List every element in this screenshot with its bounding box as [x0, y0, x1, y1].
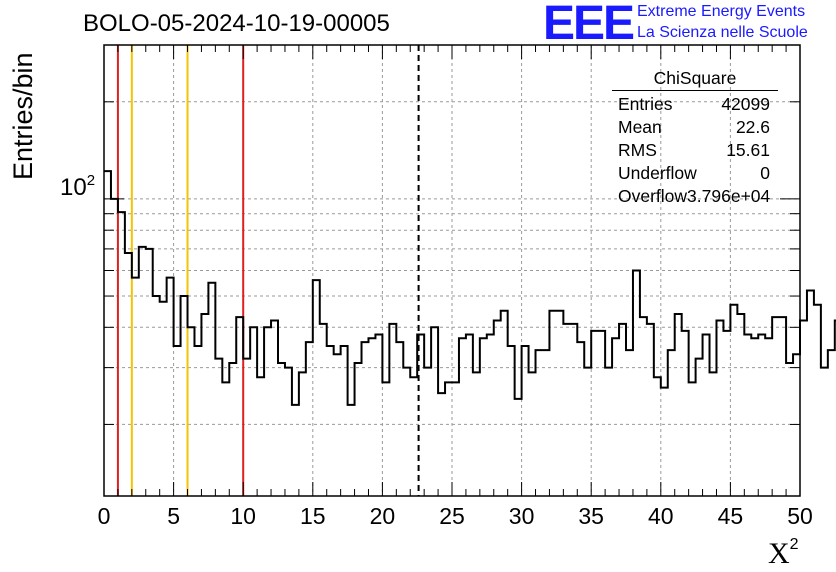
stats-row: Entries 42099 — [612, 93, 778, 116]
y-axis-label: Entries/bin — [8, 52, 38, 180]
stats-value: 42099 — [721, 94, 770, 114]
chart-title: BOLO-05-2024-10-19-00005 — [83, 10, 390, 37]
stats-row: RMS 15.61 — [612, 139, 778, 162]
logo-line-2: La Scienza nelle Scuole — [637, 24, 808, 41]
y-axis-ticks — [104, 44, 800, 425]
stats-value: 0 — [760, 163, 770, 183]
stats-title: ChiSquare — [612, 68, 778, 91]
stats-label: Overflow — [618, 186, 688, 206]
x-axis-label-base: X — [768, 537, 790, 570]
grid-lines — [104, 44, 800, 496]
x-tick-label: 10 — [230, 503, 256, 529]
stats-label: RMS — [618, 140, 657, 160]
stats-value: 15.61 — [726, 140, 770, 160]
x-tick-label: 45 — [718, 503, 744, 529]
stats-label: Entries — [618, 94, 673, 114]
x-tick-label: 30 — [509, 503, 535, 529]
x-tick-label: 40 — [648, 503, 674, 529]
stats-row: Underflow 0 — [612, 162, 778, 185]
eee-logo: EEE — [543, 0, 635, 50]
stats-box: ChiSquare Entries 42099 Mean 22.6 RMS 15.61… — [612, 68, 778, 208]
x-tick-label: 5 — [167, 503, 180, 529]
stats-value: 22.6 — [735, 117, 770, 137]
logo-line-1: Extreme Energy Events — [637, 3, 806, 20]
stats-value: 3.796e+04 — [687, 186, 771, 206]
x-tick-label: 35 — [578, 503, 604, 529]
x-tick-label: 25 — [439, 503, 465, 529]
x-axis-label: X2 — [768, 536, 799, 571]
y-tick-label: 102 — [60, 172, 95, 202]
x-tick-label: 20 — [370, 503, 396, 529]
x-tick-label: 50 — [787, 503, 813, 529]
x-tick-label: 15 — [300, 503, 326, 529]
stats-label: Underflow — [618, 163, 697, 183]
histogram-line — [104, 170, 836, 406]
stats-row: Overflow 3.796e+04 — [612, 185, 778, 208]
y-tick-base: 10 — [60, 174, 87, 201]
x-axis-label-sup: 2 — [789, 536, 799, 553]
y-tick-exponent: 2 — [86, 172, 96, 189]
stats-label: Mean — [618, 117, 662, 137]
x-tick-label: 0 — [98, 503, 111, 529]
x-axis-ticks: 0 5 10 15 20 25 30 35 40 45 50 — [98, 45, 813, 529]
stats-row: Mean 22.6 — [612, 116, 778, 139]
